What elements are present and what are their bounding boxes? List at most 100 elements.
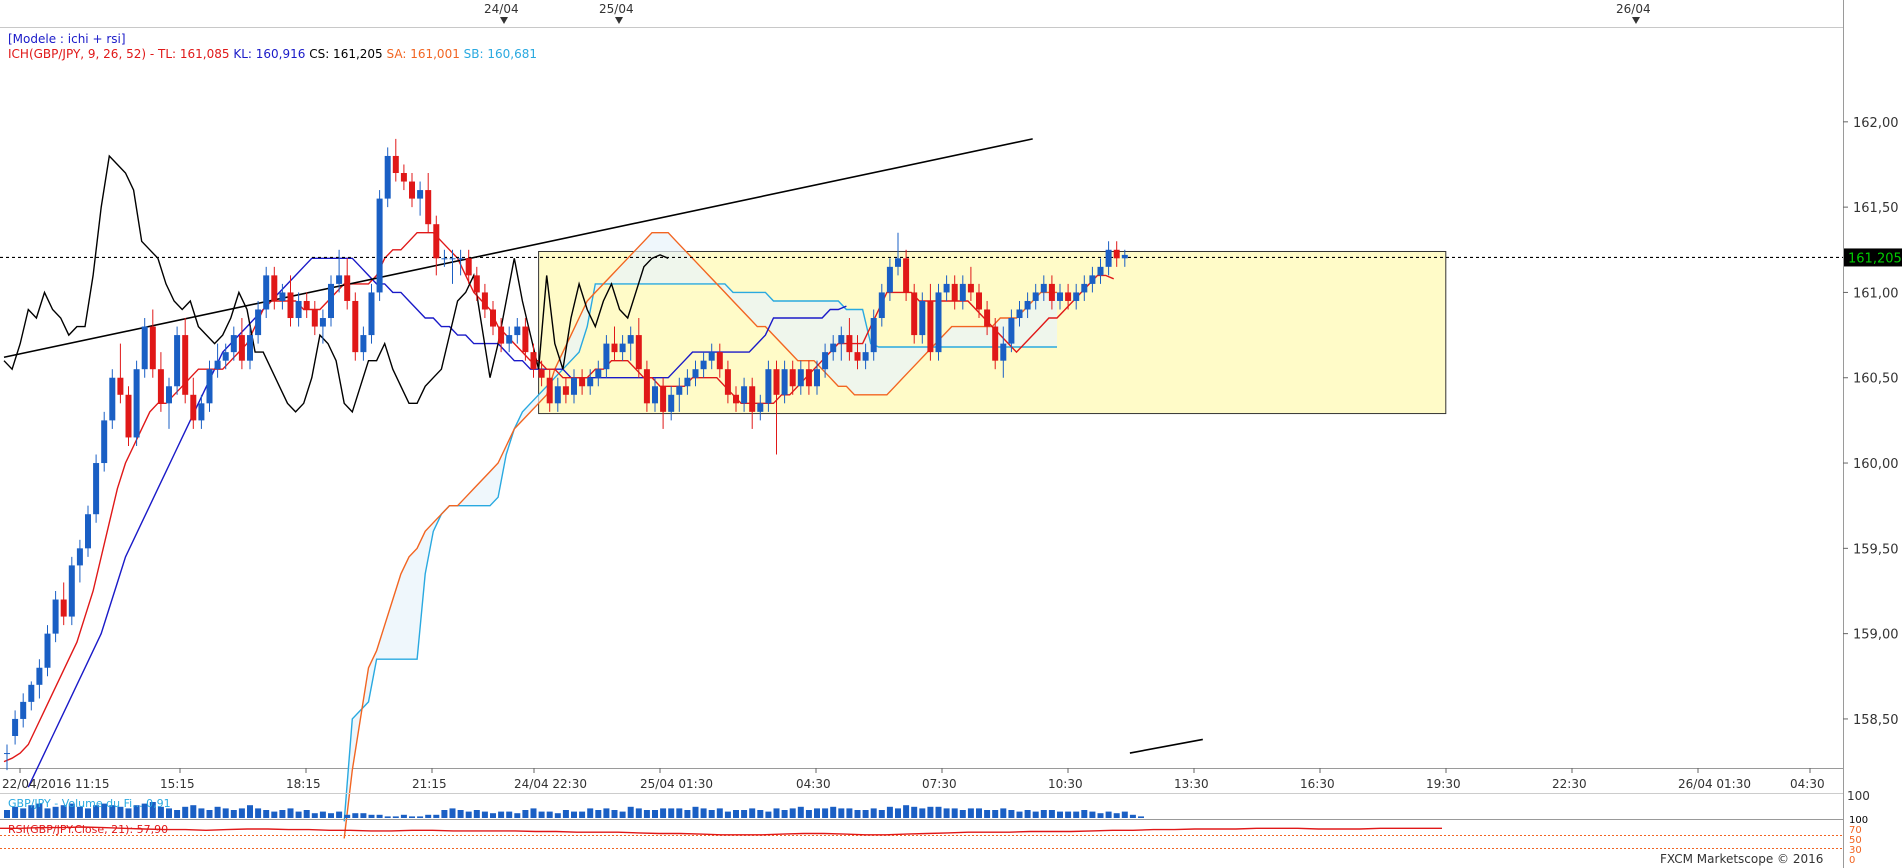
candle[interactable]: [433, 215, 440, 276]
candle[interactable]: [149, 309, 156, 378]
candle[interactable]: [4, 744, 10, 771]
candle[interactable]: [490, 300, 496, 336]
candle[interactable]: [295, 292, 302, 327]
candle[interactable]: [206, 360, 213, 412]
candle[interactable]: [741, 377, 748, 412]
candle[interactable]: [619, 335, 626, 361]
candle[interactable]: [1008, 309, 1015, 353]
candle[interactable]: [311, 300, 318, 336]
candle[interactable]: [927, 283, 934, 361]
candle[interactable]: [52, 590, 59, 643]
candle[interactable]: [514, 318, 521, 344]
candle[interactable]: [384, 147, 391, 208]
candle[interactable]: [441, 249, 448, 267]
candle[interactable]: [1105, 241, 1112, 276]
candle[interactable]: [911, 283, 918, 344]
candle[interactable]: [190, 377, 197, 429]
candle[interactable]: [319, 309, 326, 344]
candle[interactable]: [263, 266, 270, 319]
candle[interactable]: [611, 326, 618, 361]
candle[interactable]: [676, 377, 683, 412]
candle[interactable]: [473, 266, 480, 301]
candle[interactable]: [174, 326, 181, 395]
candle[interactable]: [579, 369, 586, 395]
candle[interactable]: [716, 343, 723, 378]
candle[interactable]: [992, 318, 999, 370]
candle[interactable]: [198, 394, 205, 429]
candle[interactable]: [1024, 292, 1031, 319]
candle[interactable]: [1073, 283, 1080, 310]
candle[interactable]: [895, 232, 901, 276]
candle[interactable]: [870, 309, 877, 361]
candle[interactable]: [352, 292, 359, 361]
candle[interactable]: [157, 352, 164, 412]
candle[interactable]: [1016, 300, 1023, 327]
candle[interactable]: [538, 360, 545, 387]
candle[interactable]: [1113, 241, 1120, 267]
candle[interactable]: [935, 283, 942, 361]
candle[interactable]: [951, 275, 958, 310]
candle[interactable]: [93, 454, 100, 523]
candle[interactable]: [886, 258, 893, 301]
candle[interactable]: [400, 164, 407, 191]
candle[interactable]: [12, 710, 19, 745]
candle[interactable]: [1048, 275, 1055, 310]
candle[interactable]: [700, 352, 707, 378]
candle[interactable]: [20, 693, 27, 728]
candle[interactable]: [765, 360, 772, 412]
candle[interactable]: [117, 343, 124, 404]
candle[interactable]: [692, 360, 699, 387]
candle[interactable]: [68, 556, 75, 626]
candle[interactable]: [182, 318, 189, 404]
candle[interactable]: [36, 659, 43, 699]
candle[interactable]: [287, 275, 294, 327]
candle[interactable]: [1057, 283, 1063, 310]
candle[interactable]: [279, 283, 286, 310]
candle[interactable]: [481, 283, 488, 319]
candle[interactable]: [222, 343, 229, 370]
candle[interactable]: [1032, 283, 1039, 310]
candle[interactable]: [635, 318, 642, 378]
candle[interactable]: [125, 386, 132, 446]
candle[interactable]: [838, 326, 845, 361]
candle[interactable]: [141, 318, 148, 378]
candle[interactable]: [1089, 266, 1096, 293]
candle[interactable]: [85, 505, 91, 557]
candle[interactable]: [627, 326, 634, 361]
candle[interactable]: [166, 377, 172, 429]
candle[interactable]: [854, 335, 861, 370]
candle[interactable]: [425, 173, 432, 233]
candle[interactable]: [652, 377, 658, 412]
candle[interactable]: [409, 173, 415, 208]
candle[interactable]: [943, 275, 950, 301]
candle[interactable]: [724, 360, 731, 404]
candle[interactable]: [587, 369, 594, 395]
candle[interactable]: [797, 360, 804, 395]
candle[interactable]: [457, 249, 464, 276]
candle[interactable]: [44, 625, 51, 677]
candle[interactable]: [708, 343, 715, 370]
candle[interactable]: [919, 292, 926, 344]
candle[interactable]: [465, 249, 472, 284]
candle[interactable]: [773, 360, 780, 455]
candle[interactable]: [328, 275, 334, 327]
candle[interactable]: [984, 300, 991, 336]
candle[interactable]: [1000, 326, 1007, 378]
candle[interactable]: [595, 360, 602, 387]
candle[interactable]: [733, 386, 739, 412]
candle[interactable]: [247, 326, 253, 370]
candle[interactable]: [1065, 283, 1072, 310]
candle[interactable]: [28, 681, 35, 711]
candle[interactable]: [506, 326, 513, 353]
candle[interactable]: [133, 360, 140, 446]
candle[interactable]: [660, 377, 667, 429]
candle[interactable]: [1040, 275, 1047, 301]
candle[interactable]: [862, 343, 869, 370]
candle[interactable]: [271, 266, 278, 310]
candle[interactable]: [530, 343, 537, 378]
candle[interactable]: [1097, 258, 1104, 284]
candle[interactable]: [959, 275, 966, 310]
candle[interactable]: [830, 335, 837, 361]
candle[interactable]: [303, 292, 310, 319]
